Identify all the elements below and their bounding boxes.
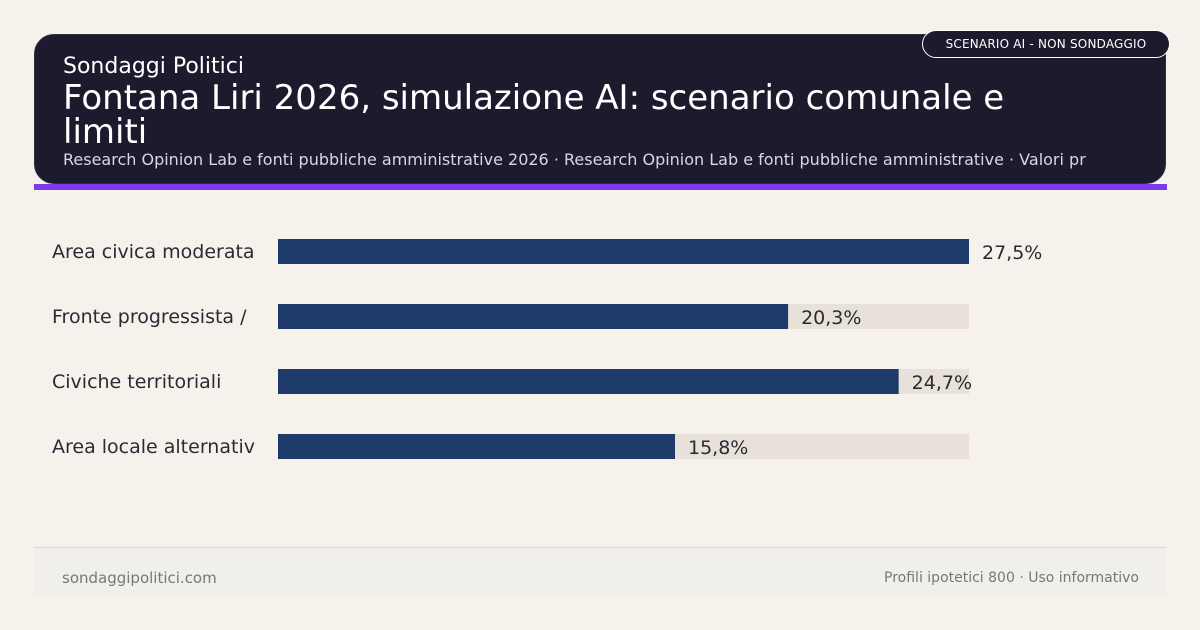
bar-row: Fronte progressista / 20,3%	[52, 304, 969, 329]
bar-row: Area civica moderata 27,5%	[52, 239, 1042, 264]
scenario-badge: SCENARIO AI - NON SONDAGGIO	[922, 30, 1170, 58]
bar	[278, 369, 899, 394]
bar	[278, 434, 676, 459]
value-label: 20,3%	[801, 307, 861, 329]
category-label: Area civica moderata	[52, 241, 255, 263]
bar-row: Civiche territoriali 24,7%	[52, 369, 972, 394]
footer-divider	[34, 547, 1166, 548]
header-accent-bar	[34, 184, 1167, 190]
category-label: Fronte progressista /	[52, 306, 247, 328]
value-label: 15,8%	[688, 437, 748, 459]
footer-site: sondaggipolitici.com	[62, 569, 217, 587]
page-title: Fontana Liri 2026, simulazione AI: scena…	[63, 78, 1005, 152]
header-panel: Sondaggi Politici Fontana Liri 2026, sim…	[34, 34, 1166, 184]
page-subtitle: Research Opinion Lab e fonti pubbliche a…	[63, 150, 1086, 169]
brand-name: Sondaggi Politici	[63, 54, 244, 79]
footer-note: Profili ipotetici 800 · Uso informativo	[884, 570, 1139, 586]
bar	[278, 304, 789, 329]
bar	[278, 239, 969, 264]
value-label: 24,7%	[912, 372, 972, 394]
category-label: Civiche territoriali	[52, 371, 221, 393]
value-label: 27,5%	[982, 242, 1042, 264]
category-label: Area locale alternativ	[52, 436, 255, 458]
bar-row: Area locale alternativ 15,8%	[52, 434, 969, 459]
footer: sondaggipolitici.com Profili ipotetici 8…	[34, 548, 1166, 596]
